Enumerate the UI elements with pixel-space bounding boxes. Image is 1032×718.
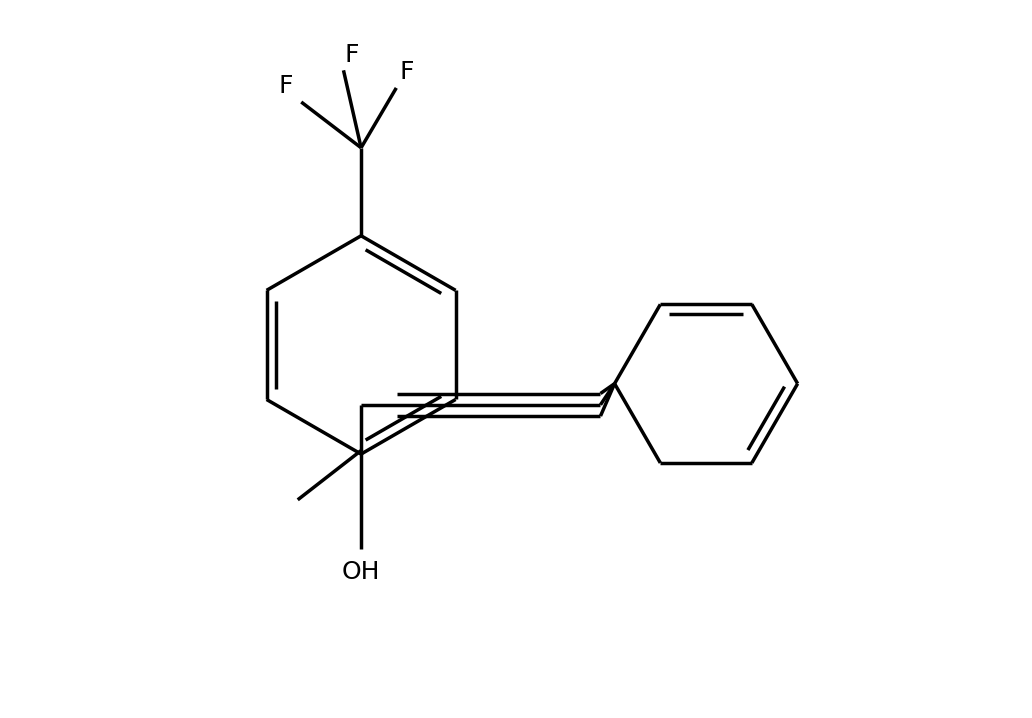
Text: OH: OH xyxy=(342,559,381,584)
Text: F: F xyxy=(279,75,293,98)
Text: F: F xyxy=(399,60,414,85)
Text: F: F xyxy=(345,43,359,67)
